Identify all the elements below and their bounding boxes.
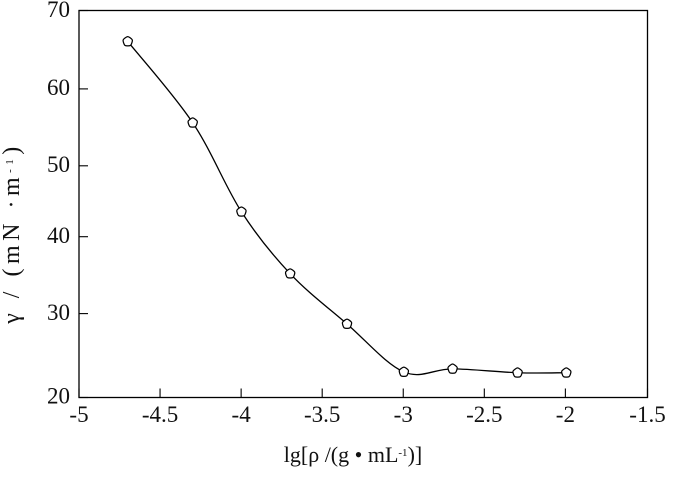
svg-text:-4: -4 [232,402,252,427]
svg-text:70: 70 [47,0,70,22]
svg-text:-5: -5 [69,402,88,427]
svg-text:-1.5: -1.5 [629,402,665,427]
svg-text:50: 50 [47,152,70,177]
svg-text:-3.5: -3.5 [304,402,340,427]
svg-text:30: 30 [47,300,70,325]
svg-text:lg[ρ /(g • mL-1)]: lg[ρ /(g • mL-1)] [284,442,422,467]
svg-text:20: 20 [47,384,70,409]
svg-text:60: 60 [47,75,70,100]
svg-text:-2.5: -2.5 [466,402,502,427]
svg-text:-3: -3 [394,402,413,427]
svg-text:-2: -2 [556,402,575,427]
svg-text:-4.5: -4.5 [142,402,178,427]
svg-text:γ / (mN ·m-1): γ / (mN ·m-1) [0,142,25,325]
svg-text:40: 40 [47,223,70,248]
